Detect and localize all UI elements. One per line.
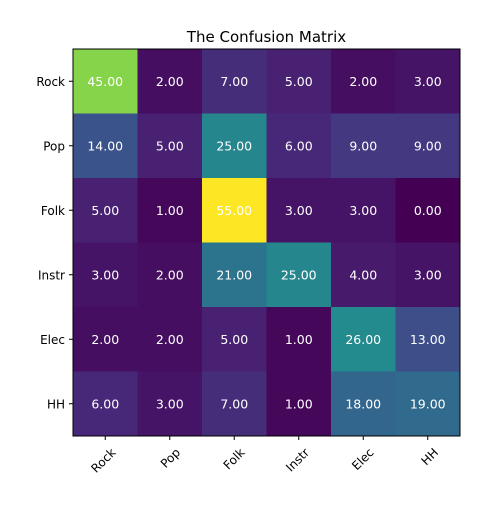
heatmap-cell [137,371,203,437]
chart-title: The Confusion Matrix [186,28,346,46]
heatmap-cell [73,178,138,243]
cell-value-label: 19.00 [410,396,446,411]
cell-value-label: 25.00 [216,138,252,153]
y-tick-label: Pop [43,139,65,153]
heatmap-cell [266,242,332,308]
cell-value-label: 7.00 [220,396,248,411]
heatmap-cell [73,49,138,114]
heatmap-cell [331,371,396,437]
cell-value-label: 7.00 [220,74,248,89]
heatmap-cell [395,178,461,243]
y-tick-label: Elec [40,333,65,347]
y-tick-label: Rock [36,75,65,89]
cell-value-label: 14.00 [87,138,123,153]
cell-value-label: 5.00 [156,138,184,153]
cell-value-label: 26.00 [345,332,381,347]
cell-value-label: 2.00 [349,74,377,89]
cell-value-label: 3.00 [156,396,184,411]
heatmap-cell [202,178,267,243]
cell-value-label: 9.00 [414,138,442,153]
heatmap-cell [137,307,203,372]
heatmap-cell [73,371,138,437]
cell-value-label: 4.00 [349,267,377,282]
heatmap-cell [395,307,461,372]
cell-value-label: 5.00 [91,203,119,218]
cell-value-label: 13.00 [410,332,446,347]
x-tick-label: Elec [349,445,377,473]
heatmap-cell [73,113,138,179]
y-tick-label: Folk [41,204,65,218]
y-tick-label: HH [47,397,65,411]
heatmap-cell [395,49,461,114]
y-axis-ticks: Rock Pop Folk Instr Elec HH [36,75,73,411]
heatmap-cell [395,242,461,308]
heatmap-cell [137,178,203,243]
heatmap-cell [202,307,267,372]
heatmap-cell [137,242,203,308]
heatmap-cell [331,242,396,308]
heatmap-cell [331,178,396,243]
cell-value-label: 1.00 [285,396,313,411]
x-tick-label: Instr [283,445,312,474]
x-tick-label: Folk [221,445,248,472]
cell-value-label: 5.00 [220,332,248,347]
heatmap-cell [73,307,138,372]
heatmap-cell [395,371,461,437]
heatmap-cell [137,113,203,179]
cell-value-label: 3.00 [414,267,442,282]
x-tick-label: Rock [88,445,118,475]
cell-value-label: 25.00 [281,267,317,282]
heatmap-cells: 45.00 2.00 7.00 5.00 2.00 3.00 14.00 5.00 25.00 6… [73,49,461,437]
heatmap-cell [266,113,332,179]
heatmap-cell [137,49,203,114]
heatmap-cell [202,49,267,114]
heatmap-cell [266,49,332,114]
cell-value-label: 3.00 [349,203,377,218]
heatmap-cell [202,242,267,308]
cell-value-label: 21.00 [216,267,252,282]
cell-value-label: 3.00 [91,267,119,282]
heatmap-cell [331,49,396,114]
x-axis-ticks: Rock Pop Folk Instr Elec HH [88,436,441,476]
heatmap-cell [395,113,461,179]
cell-value-label: 3.00 [285,203,313,218]
heatmap-cell [331,307,396,372]
heatmap-cell [331,113,396,179]
cell-value-label: 18.00 [345,396,381,411]
x-tick-label: HH [418,445,441,468]
cell-value-label: 1.00 [156,203,184,218]
cell-value-label: 2.00 [91,332,119,347]
cell-value-label: 9.00 [349,138,377,153]
heatmap-cell [202,371,267,437]
y-tick-label: Instr [38,268,65,282]
cell-value-label: 0.00 [414,203,442,218]
cell-value-label: 2.00 [156,332,184,347]
cell-value-label: 6.00 [91,396,119,411]
plot-frame [72,48,461,437]
x-tick-label: Pop [158,445,183,470]
cell-value-label: 55.00 [216,203,252,218]
heatmap-cell [73,242,138,308]
cell-value-label: 3.00 [414,74,442,89]
heatmap-cell [266,307,332,372]
cell-value-label: 1.00 [285,332,313,347]
heatmap-cell [266,371,332,437]
cell-value-label: 45.00 [87,74,123,89]
cell-value-label: 6.00 [285,138,313,153]
cell-value-label: 2.00 [156,267,184,282]
cell-value-label: 5.00 [285,74,313,89]
heatmap-cell [202,113,267,179]
cell-value-label: 2.00 [156,74,184,89]
heatmap-cell [266,178,332,243]
